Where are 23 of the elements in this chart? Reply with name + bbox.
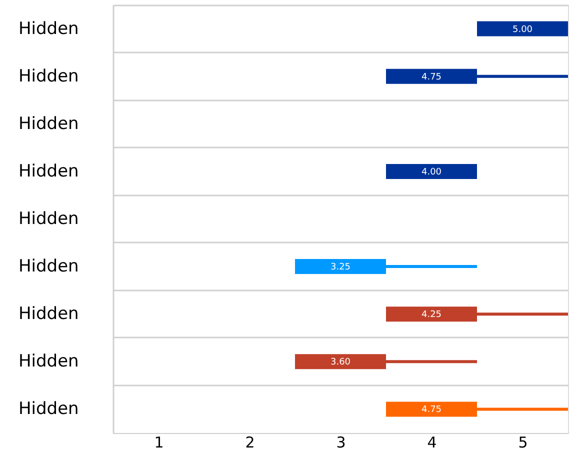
x-tick-label: 5 — [518, 434, 528, 452]
annotation: 4.75 — [421, 72, 442, 82]
y-tick-label: Hidden — [18, 304, 79, 324]
annotation: 4.75 — [421, 405, 442, 416]
x-tick-label: 4 — [427, 434, 437, 452]
bar — [386, 164, 477, 179]
bar — [477, 21, 568, 36]
annotation: 3.25 — [330, 262, 351, 273]
x-tick-label: 2 — [245, 434, 255, 452]
y-tick-label: Hidden — [18, 114, 79, 134]
annotation: 5.00 — [512, 24, 533, 35]
x-tick-label: 3 — [336, 434, 346, 452]
y-tick-label: Hidden — [18, 66, 79, 86]
x-tick-label: 1 — [154, 434, 164, 452]
y-tick-label: Hidden — [18, 209, 79, 229]
y-tick-label: Hidden — [18, 399, 79, 420]
annotation: 4.00 — [421, 167, 442, 178]
annotation: 3.60 — [330, 358, 351, 368]
y-tick-label: Hidden — [18, 352, 79, 372]
annotation: 4.25 — [421, 310, 442, 320]
y-tick-label: Hidden — [18, 18, 79, 39]
y-tick-label: Hidden — [18, 256, 79, 277]
y-tick-label: Hidden — [18, 161, 79, 182]
